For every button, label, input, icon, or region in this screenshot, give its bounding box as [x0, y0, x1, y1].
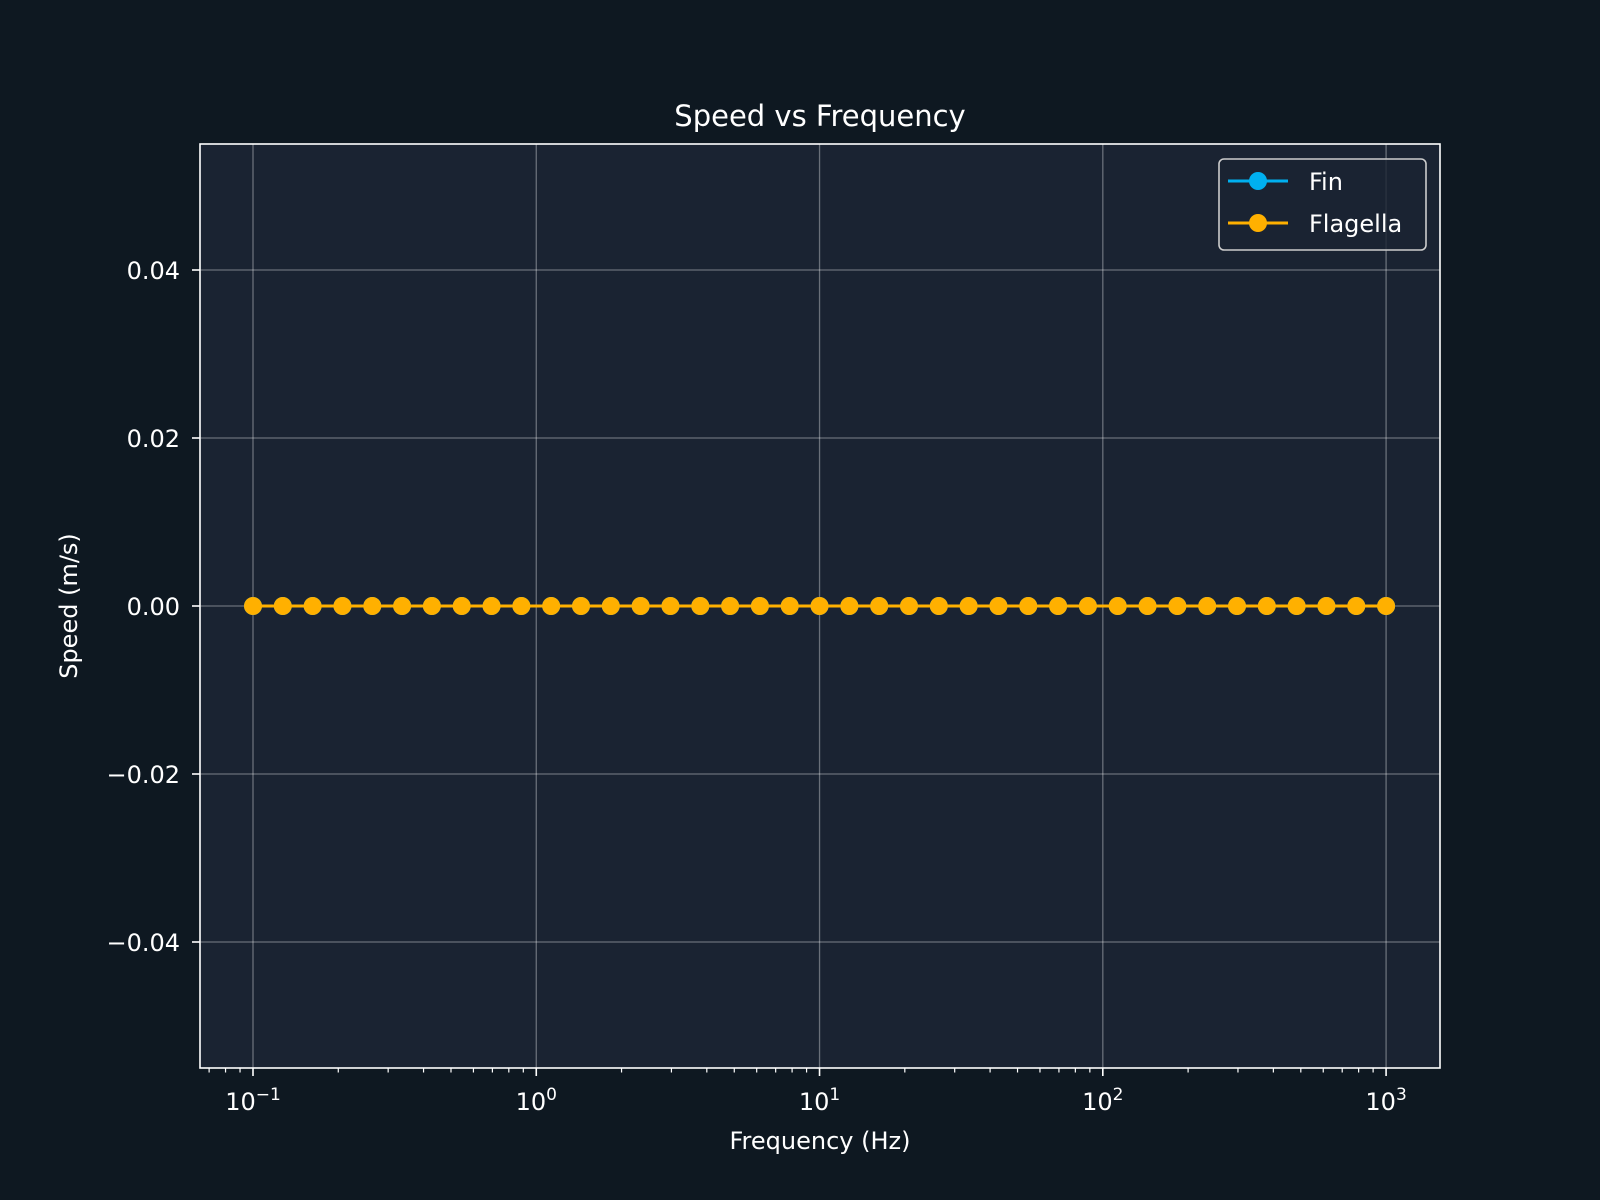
data-point-flagella	[721, 597, 740, 615]
data-point-flagella	[422, 597, 441, 615]
series-layer	[243, 597, 1396, 615]
data-point-flagella	[1257, 597, 1276, 615]
data-point-flagella	[542, 597, 561, 615]
data-point-flagella	[1317, 597, 1336, 615]
data-point-flagella	[1198, 597, 1217, 615]
data-point-flagella	[929, 597, 948, 615]
x-tick-label: 102	[1082, 1085, 1123, 1116]
chart-title: Speed vs Frequency	[674, 99, 965, 133]
y-tick-label: 0.02	[127, 425, 180, 453]
data-point-flagella	[1049, 597, 1068, 615]
data-point-flagella	[780, 597, 799, 615]
data-point-flagella	[303, 597, 322, 615]
data-point-flagella	[452, 597, 471, 615]
legend: Fin Flagella	[1218, 158, 1427, 251]
data-point-flagella	[1168, 597, 1187, 615]
data-point-flagella	[363, 597, 382, 615]
ticks: 10−1 100 101 102 103 0.04 0.02 0.00 −0.02 −0.04	[106, 257, 1406, 1116]
y-tick-label: 0.04	[127, 257, 180, 285]
x-axis-label: Frequency (Hz)	[730, 1127, 911, 1155]
y-tick-label: −0.02	[106, 761, 180, 789]
data-point-flagella	[333, 597, 352, 615]
y-tick-label: −0.04	[106, 929, 180, 957]
legend-label-flagella: Flagella	[1309, 210, 1402, 238]
data-point-flagella	[1287, 597, 1306, 615]
x-tick-label: 100	[516, 1085, 557, 1116]
data-point-flagella	[1347, 597, 1366, 615]
data-point-flagella	[273, 597, 292, 615]
data-point-flagella	[1227, 597, 1246, 615]
data-point-flagella	[1078, 597, 1097, 615]
data-point-flagella	[243, 597, 262, 615]
data-point-flagella	[601, 597, 620, 615]
legend-label-fin: Fin	[1309, 168, 1343, 196]
data-point-flagella	[631, 597, 650, 615]
data-point-flagella	[1108, 597, 1127, 615]
data-point-flagella	[691, 597, 710, 615]
data-point-flagella	[393, 597, 412, 615]
data-point-flagella	[959, 597, 978, 615]
data-point-flagella	[989, 597, 1008, 615]
x-tick-label: 103	[1365, 1085, 1406, 1116]
data-point-flagella	[840, 597, 859, 615]
data-point-flagella	[1377, 597, 1396, 615]
data-point-flagella	[661, 597, 680, 615]
series-flagella	[243, 597, 1396, 615]
data-point-flagella	[870, 597, 889, 615]
x-tick-label: 10−1	[225, 1085, 281, 1116]
x-tick-label: 101	[799, 1085, 840, 1116]
data-point-flagella	[571, 597, 590, 615]
data-point-flagella	[1019, 597, 1038, 615]
y-axis-label: Speed (m/s)	[55, 533, 83, 679]
data-point-flagella	[512, 597, 531, 615]
legend-marker-fin	[1249, 172, 1267, 190]
data-point-flagella	[810, 597, 829, 615]
legend-marker-flagella	[1249, 214, 1267, 232]
y-tick-label: 0.00	[127, 593, 180, 621]
data-point-flagella	[1138, 597, 1157, 615]
data-point-flagella	[482, 597, 501, 615]
data-point-flagella	[899, 597, 918, 615]
data-point-flagella	[750, 597, 769, 615]
